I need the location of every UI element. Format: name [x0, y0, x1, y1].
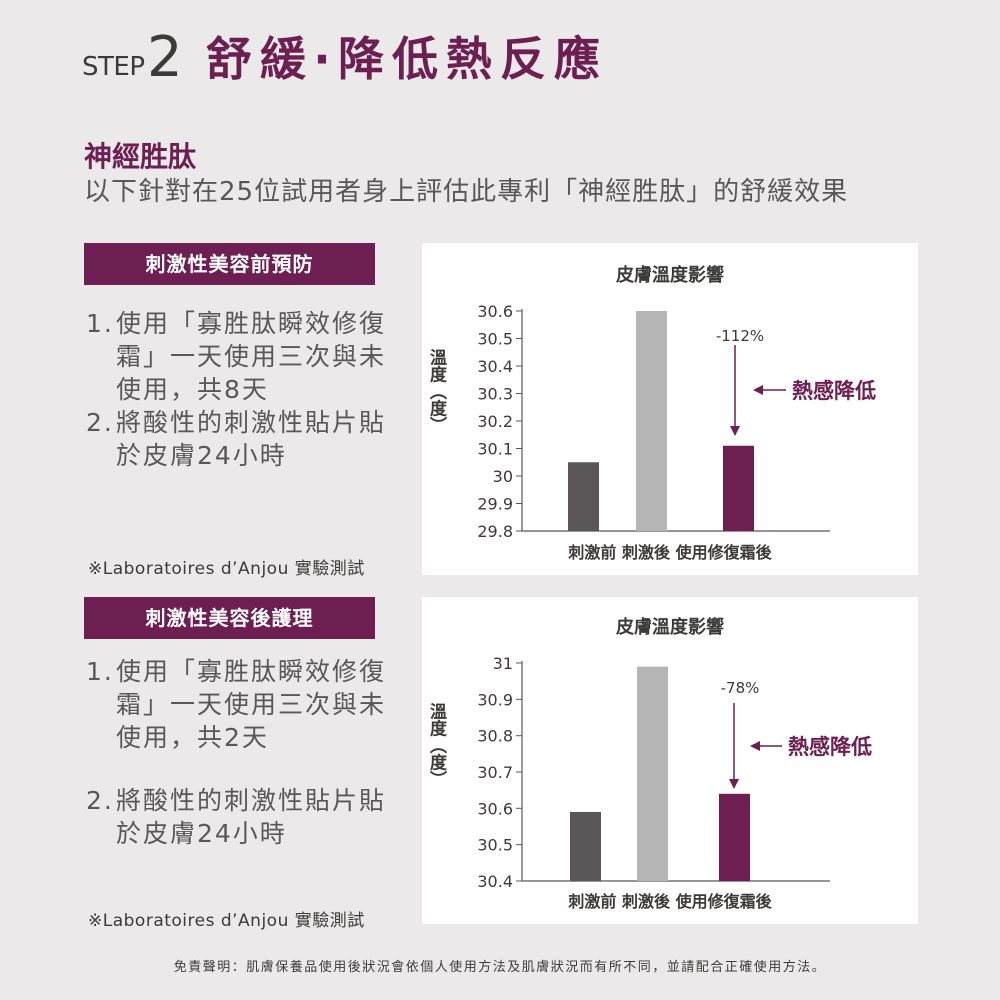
disclaimer: 免責聲明：肌膚保養品使用後狀況會依個人使用方法及肌膚狀況而有所不同，並請配合正確…	[173, 960, 827, 975]
y-tick-label: 30.5	[477, 330, 513, 349]
step-number-label: 1.	[86, 657, 114, 686]
step-number-label: 1.	[86, 309, 114, 338]
ingredient-title: 神經胜肽	[84, 140, 197, 173]
section-1-source: ※Laboratoires d’Anjou 實驗測試	[88, 559, 365, 579]
section-2-step-2: 2. 將酸性的刺激性貼片貼於皮膚24小時	[86, 784, 406, 850]
bar-2	[637, 666, 668, 881]
y-tick-label: 30.4	[477, 357, 513, 376]
y-tick-label: 31	[493, 654, 513, 673]
bar-2	[636, 311, 667, 531]
reduction-percentage: -112%	[716, 327, 764, 345]
y-tick-label: 30.6	[477, 302, 513, 321]
y-tick-label: 30.2	[477, 412, 513, 431]
y-tick-label: 30.1	[477, 440, 513, 459]
step-text: 將酸性的刺激性貼片貼於皮膚24小時	[116, 408, 387, 470]
step-number: 2	[147, 25, 183, 90]
y-tick-label: 30	[493, 467, 513, 486]
y-tick-label: 30.6	[477, 799, 513, 818]
y-axis-label: 溫度（度）	[426, 701, 447, 787]
page-title: 舒緩‧降低熱反應	[206, 32, 609, 86]
bar-1	[568, 462, 599, 531]
y-tick-label: 29.9	[477, 495, 513, 514]
y-tick-label: 30.3	[477, 385, 513, 404]
bar-3	[719, 793, 750, 881]
section-2-step-1: 1. 使用「寡胜肽瞬效修復霜」一天使用三次與未使用，共2天	[86, 655, 406, 754]
step-number-label: 2.	[86, 408, 114, 437]
y-tick-label: 30.8	[477, 727, 513, 746]
bar-1	[570, 811, 601, 881]
section-1-steps: 1. 使用「寡胜肽瞬效修復霜」一天使用三次與未使用，共8天 2. 將酸性的刺激性…	[86, 307, 406, 472]
step-label: STEP	[82, 52, 145, 82]
section-2-banner: 刺激性美容後護理	[84, 597, 375, 639]
step-text: 使用「寡胜肽瞬效修復霜」一天使用三次與未使用，共2天	[116, 657, 387, 752]
step-text: 使用「寡胜肽瞬效修復霜」一天使用三次與未使用，共8天	[116, 309, 387, 404]
study-description: 以下針對在25位試用者身上評估此專利「神經胜肽」的舒緩效果	[84, 177, 849, 207]
x-category-labels: 刺激前 刺激後 使用修復霜後	[567, 892, 772, 911]
y-axis-label: 溫度（度）	[426, 347, 447, 433]
section-2-steps: 1. 使用「寡胜肽瞬效修復霜」一天使用三次與未使用，共2天 2. 將酸性的刺激性…	[86, 655, 406, 850]
reduction-percentage: -78%	[721, 679, 760, 697]
bar-3	[723, 445, 754, 531]
section-1-step-1: 1. 使用「寡胜肽瞬效修復霜」一天使用三次與未使用，共8天	[86, 307, 406, 406]
chart-2-panel: 皮膚溫度影響溫度（度） 30.4 30.5 30.6 30.7 30.8 30.9 31 刺激前…	[422, 597, 918, 924]
y-tick-label: 30.4	[477, 872, 513, 891]
chart-title: 皮膚溫度影響	[616, 264, 724, 286]
y-tick-label: 30.7	[477, 763, 513, 782]
x-category-labels: 刺激前 刺激後 使用修復霜後	[567, 543, 772, 562]
y-tick-label: 30.9	[477, 690, 513, 709]
step-number-label: 2.	[86, 786, 114, 815]
section-1-banner: 刺激性美容前預防	[84, 243, 375, 285]
section-1-step-2: 2. 將酸性的刺激性貼片貼於皮膚24小時	[86, 406, 406, 472]
step-text: 將酸性的刺激性貼片貼於皮膚24小時	[116, 786, 387, 848]
section-2-source: ※Laboratoires d’Anjou 實驗測試	[88, 911, 365, 931]
y-tick-label: 29.8	[477, 522, 513, 541]
chart-title: 皮膚溫度影響	[616, 616, 724, 638]
heat-reduction-label: 熱感降低	[792, 379, 876, 403]
y-tick-label: 30.5	[477, 836, 513, 855]
heat-reduction-label: 熱感降低	[788, 735, 872, 759]
chart-1-panel: 皮膚溫度影響溫度（度） 29.8 29.9 30 30.1 30.2 30.3 30.4 30.…	[422, 243, 918, 575]
